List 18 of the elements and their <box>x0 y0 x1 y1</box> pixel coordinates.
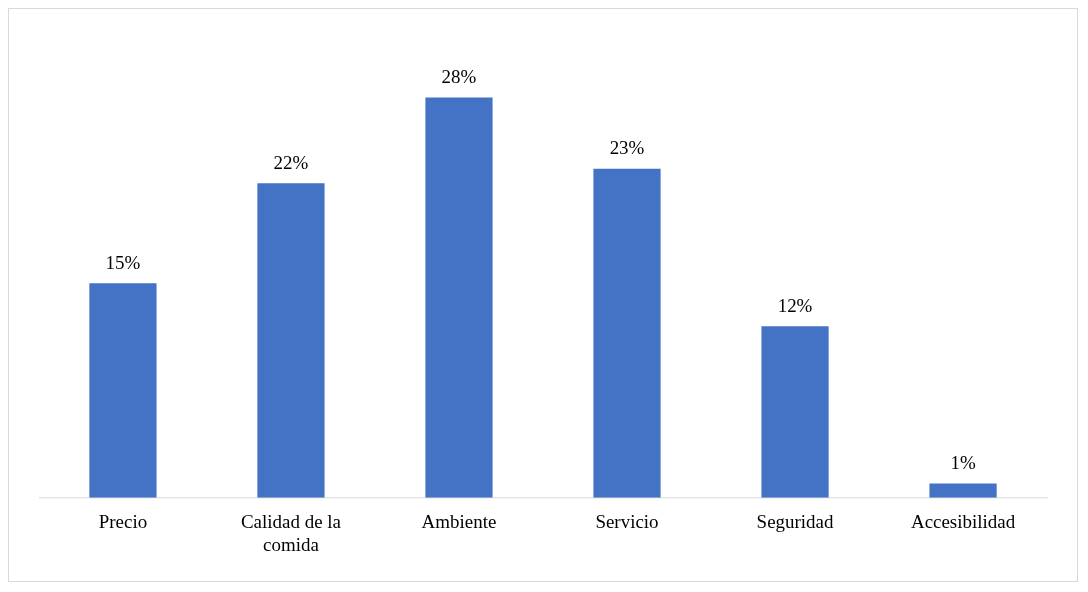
bar <box>257 183 325 498</box>
bar <box>929 483 997 498</box>
bar <box>761 326 829 498</box>
data-label: 12% <box>777 294 813 316</box>
bar <box>89 283 157 498</box>
x-tick-label: Precio <box>98 510 148 532</box>
x-tick-label: Accesibilidad <box>910 510 1016 532</box>
data-label: 1% <box>950 451 976 473</box>
x-tick-label: Ambiente <box>421 510 497 532</box>
x-tick-label: Calidad de la comida <box>240 510 342 555</box>
bar <box>593 168 661 498</box>
bar <box>425 97 493 498</box>
x-tick-label: Seguridad <box>756 510 834 532</box>
data-label: 22% <box>273 151 309 173</box>
data-label: 15% <box>105 251 141 273</box>
x-tick-label: Servicio <box>595 510 659 532</box>
data-label: 23% <box>609 137 645 159</box>
data-label: 28% <box>441 65 477 87</box>
